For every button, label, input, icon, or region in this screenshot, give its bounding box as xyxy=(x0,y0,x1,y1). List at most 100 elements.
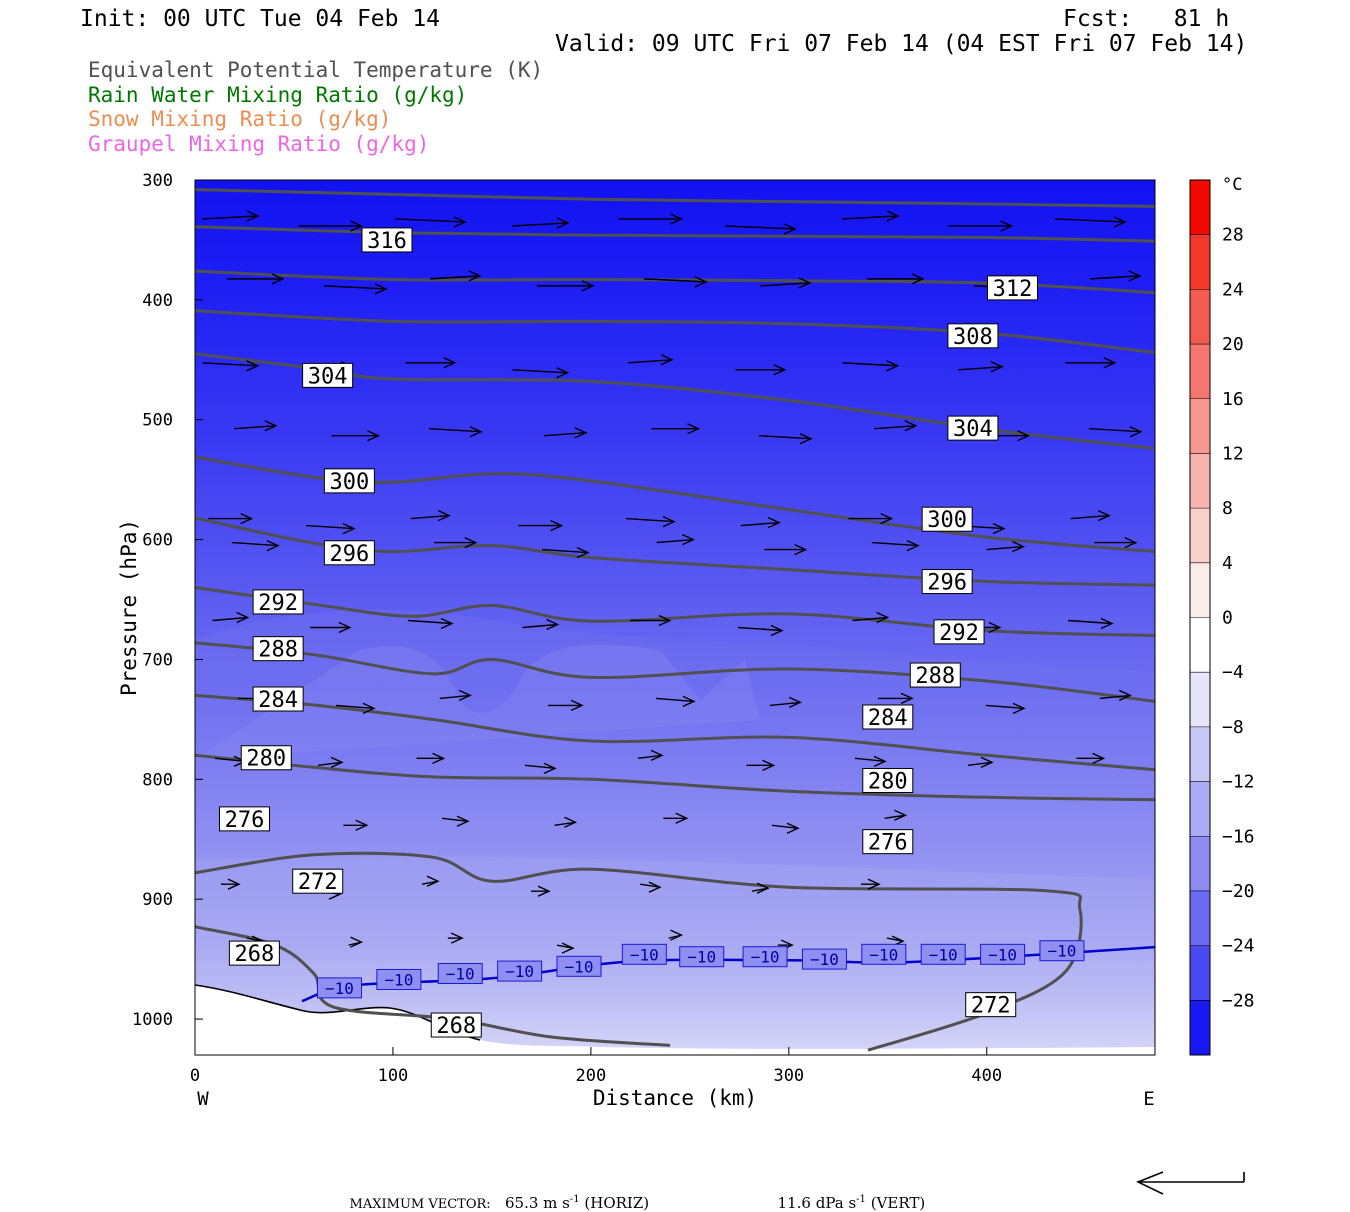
colorbar-segment xyxy=(1190,289,1210,345)
colorbar-segment xyxy=(1190,180,1210,236)
temperature-colorbar: °C 28 24 20 16 12 8 4 0 −4 −8 −12 −16 −20 −24 −28 xyxy=(1189,175,1255,1056)
legend-graupel: Graupel Mixing Ratio (g/kg) xyxy=(88,132,430,156)
svg-text:−10: −10 xyxy=(1048,942,1077,961)
colorbar-tick-label: −16 xyxy=(1222,826,1255,847)
wind-vector xyxy=(651,423,701,435)
wind-vector xyxy=(760,277,812,289)
horiz-max-value: 65.3 xyxy=(504,1194,539,1212)
wind-vector xyxy=(841,210,900,222)
colorbar-tick-label: 28 xyxy=(1222,225,1244,246)
isotherm-label: −10 xyxy=(679,946,725,968)
svg-text:292: 292 xyxy=(258,591,298,616)
svg-text:304: 304 xyxy=(308,364,348,389)
wind-vector xyxy=(724,223,797,235)
vert-max-value: 11.6 xyxy=(777,1194,811,1212)
theta-e-label-284: 284 xyxy=(862,704,914,731)
wind-vector xyxy=(394,216,467,228)
svg-text:292: 292 xyxy=(939,621,979,646)
legend-rain: Rain Water Mixing Ratio (g/kg) xyxy=(88,83,468,107)
y-tick-label: 800 xyxy=(142,770,173,790)
isotherm-label: −10 xyxy=(316,977,362,999)
wind-vector xyxy=(1054,216,1127,228)
isotherm-label: −10 xyxy=(742,946,788,968)
wind-vector xyxy=(201,210,260,222)
y-axis-label: Pressure (hPa) xyxy=(117,519,141,696)
theta-e-label-312: 312 xyxy=(986,275,1038,302)
theta-e-contour-272 xyxy=(195,851,1083,1052)
theta-e-label-316: 316 xyxy=(361,227,413,254)
wind-vector xyxy=(758,433,813,445)
wind-vector xyxy=(547,699,584,712)
svg-text:280: 280 xyxy=(868,770,908,795)
colorbar-segment xyxy=(1190,945,1210,1001)
svg-text:272: 272 xyxy=(298,870,338,895)
wind-vector xyxy=(331,430,381,442)
colorbar-tick-label: −24 xyxy=(1222,936,1255,957)
wind-vector xyxy=(544,427,588,439)
wind-vector xyxy=(434,536,478,549)
svg-text:−10: −10 xyxy=(630,945,659,964)
wind-vector xyxy=(554,816,578,828)
y-tick-label: 300 xyxy=(142,171,173,191)
svg-text:−10: −10 xyxy=(751,948,780,967)
wind-vector xyxy=(537,280,595,292)
theta-e-label-288: 288 xyxy=(252,636,304,663)
isotherm-label: −10 xyxy=(556,955,602,977)
theta-e-label-276: 276 xyxy=(218,806,270,833)
wind-vector xyxy=(1070,509,1111,522)
colorbar-tick-label: 8 xyxy=(1222,498,1233,519)
colorbar-segment xyxy=(1190,344,1210,400)
svg-text:296: 296 xyxy=(927,571,967,596)
svg-text:−10: −10 xyxy=(687,948,716,967)
x-tick-label: 300 xyxy=(773,1066,804,1086)
svg-text:300: 300 xyxy=(927,508,967,533)
wind-vector xyxy=(967,756,994,768)
theta-e-label-296: 296 xyxy=(921,569,973,596)
svg-text:296: 296 xyxy=(330,542,370,567)
colorbar-segment xyxy=(1190,672,1210,728)
wind-vector xyxy=(410,509,451,522)
horiz-units: m s xyxy=(543,1194,570,1212)
legend-theta-e: Equivalent Potential Temperature (K) xyxy=(88,58,544,82)
wind-vector xyxy=(737,624,784,637)
wind-vector xyxy=(639,881,662,893)
svg-text:268: 268 xyxy=(436,1014,476,1039)
svg-text:284: 284 xyxy=(258,688,298,713)
wind-vector xyxy=(524,762,557,774)
wind-vector xyxy=(1099,689,1132,702)
colorbar-tick-label: −12 xyxy=(1222,772,1255,793)
svg-text:−10: −10 xyxy=(869,945,898,964)
colorbar-segment xyxy=(1190,508,1210,564)
wind-vector xyxy=(764,543,808,556)
colorbar-segment xyxy=(1190,234,1210,290)
colorbar-segment xyxy=(1190,726,1210,783)
wind-vector xyxy=(877,692,914,705)
wind-vector xyxy=(740,516,781,529)
wind-vector xyxy=(556,942,575,954)
vert-tag: (VERT) xyxy=(870,1194,926,1212)
wind-vector xyxy=(986,540,1026,553)
x-tick-label: 100 xyxy=(378,1066,409,1086)
wind-vector xyxy=(751,882,770,894)
wind-vector xyxy=(618,213,684,225)
svg-text:304: 304 xyxy=(953,417,993,442)
max-vector-footer: MAXIMUM VECTOR: 65.3 m s-1 (HORIZ) xyxy=(340,1176,650,1212)
svg-text:316: 316 xyxy=(367,229,407,254)
wind-vector xyxy=(441,815,470,827)
theta-e-label-308: 308 xyxy=(947,323,999,350)
wind-vector xyxy=(310,621,352,634)
theta-e-label-268: 268 xyxy=(430,1012,482,1039)
wind-vector xyxy=(405,357,457,369)
svg-text:312: 312 xyxy=(993,277,1033,302)
vert-vector-footer: 11.6 dPa s-1 (VERT) xyxy=(768,1176,926,1212)
svg-text:−10: −10 xyxy=(505,962,534,981)
theta-e-contour-316 xyxy=(195,188,1155,208)
wind-vector xyxy=(541,546,590,559)
theta-e-label-272: 272 xyxy=(965,992,1017,1019)
y-tick-label: 500 xyxy=(142,411,173,431)
legend-snow: Snow Mixing Ratio (g/kg) xyxy=(88,107,392,131)
svg-text:−10: −10 xyxy=(325,979,354,998)
wind-vector xyxy=(421,875,440,887)
west-label: W xyxy=(197,1088,209,1110)
theta-e-label-276: 276 xyxy=(862,829,914,856)
